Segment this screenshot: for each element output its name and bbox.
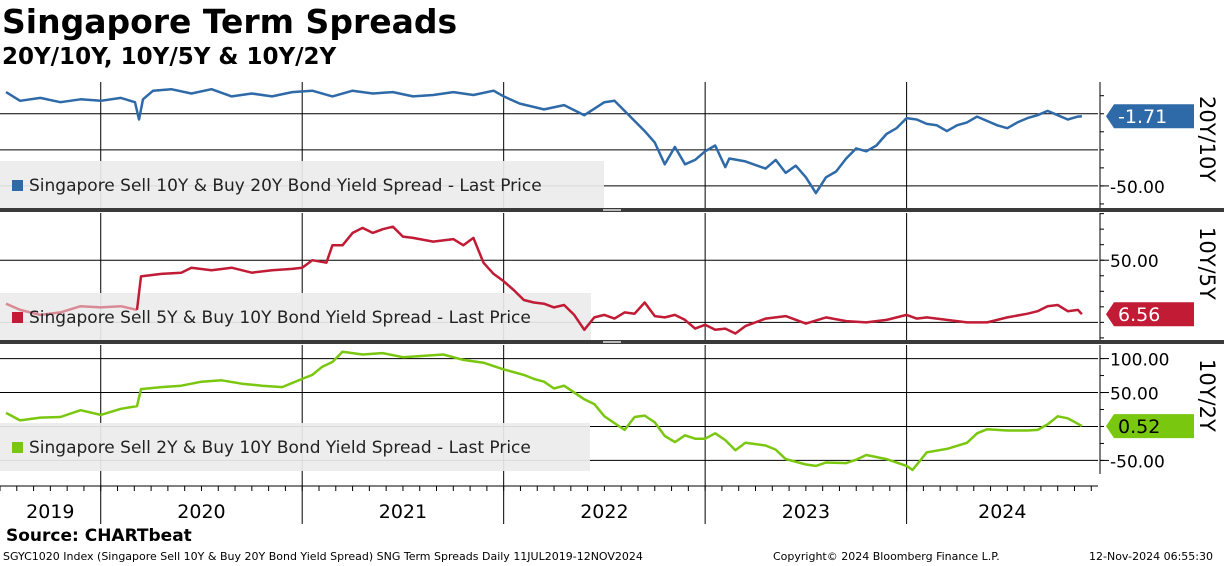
last-price-label: 0.52 [1118, 416, 1160, 438]
footer-copyright: Copyright© 2024 Bloomberg Finance L.P. [773, 550, 1000, 563]
x-tick-label: 2021 [379, 501, 427, 523]
legend-swatch [12, 312, 23, 323]
last-price-tag [1106, 414, 1194, 439]
x-tick-label: 2023 [782, 501, 830, 523]
source-label: Source: CHARTbeat [6, 526, 192, 546]
panel-ylabel: 20Y/10Y [1195, 96, 1219, 182]
y-tick-label: 50.00 [1110, 252, 1159, 272]
y-tick-label: -50.00 [1110, 178, 1165, 198]
y-tick-label: 50.00 [1110, 385, 1159, 405]
panel-ylabel: 10Y/2Y [1195, 359, 1219, 432]
chart-title: Singapore Term Spreads [2, 2, 458, 41]
x-tick-label: 2022 [580, 501, 628, 523]
legend-box [0, 423, 590, 471]
series-line-20Y/10Y [5, 87, 1083, 195]
panel-separator-grip [603, 341, 621, 343]
y-tick-label: 100.00 [1110, 351, 1169, 371]
legend-box [0, 293, 591, 341]
last-price-label: -1.71 [1118, 106, 1167, 128]
panel-separator-grip [603, 209, 621, 211]
last-price-label: 6.56 [1118, 304, 1160, 326]
legend-label: Singapore Sell 10Y & Buy 20Y Bond Yield … [29, 176, 542, 196]
legend-swatch [12, 180, 23, 191]
footer-timestamp: 12-Nov-2024 06:55:30 [1089, 550, 1214, 563]
legend-swatch [12, 442, 23, 453]
legend-box [0, 161, 604, 209]
legend-label: Singapore Sell 5Y & Buy 10Y Bond Yield S… [29, 308, 531, 328]
series-line-10Y/5Y [135, 225, 1083, 335]
x-tick-label: 2024 [978, 501, 1026, 523]
last-price-tag [1106, 302, 1194, 327]
footer-description: SGYC1020 Index (Singapore Sell 10Y & Buy… [3, 550, 643, 563]
legend-label: Singapore Sell 2Y & Buy 10Y Bond Yield S… [29, 438, 531, 458]
series-line-10Y/2Y [5, 350, 1083, 472]
chart-subtitle: 20Y/10Y, 10Y/5Y & 10Y/2Y [2, 44, 337, 70]
x-tick-label: 2020 [177, 501, 225, 523]
y-tick-label: -50.00 [1110, 452, 1165, 472]
x-tick-label: 2019 [26, 501, 74, 523]
series-line-early-10Y/5Y [5, 302, 138, 317]
panel-ylabel: 10Y/5Y [1195, 227, 1219, 300]
last-price-tag [1106, 104, 1194, 129]
